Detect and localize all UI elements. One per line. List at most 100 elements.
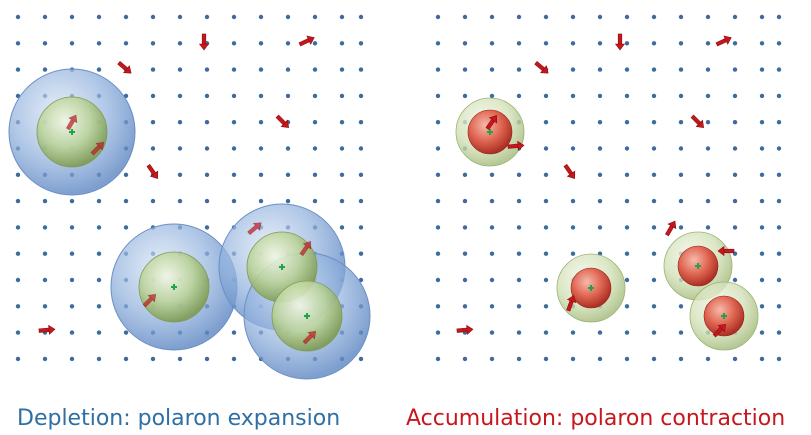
lattice-dot xyxy=(705,41,711,46)
lattice-dot xyxy=(732,67,738,72)
lattice-dot xyxy=(543,277,549,283)
lattice-dot xyxy=(624,41,630,46)
lattice-dot xyxy=(339,172,345,177)
spin-arrow xyxy=(38,324,56,335)
lattice-dot xyxy=(435,198,441,204)
lattice-dot xyxy=(705,120,711,125)
lattice-dot xyxy=(776,356,782,362)
lattice-dot xyxy=(358,251,364,256)
lattice-dot xyxy=(123,41,129,46)
lattice-dot xyxy=(96,356,102,362)
lattice-dot xyxy=(123,14,129,20)
lattice-dot xyxy=(96,251,102,256)
lattice-dot xyxy=(776,251,782,256)
lattice-dot xyxy=(776,93,782,99)
lattice-dot xyxy=(435,41,441,46)
lattice-dot xyxy=(759,41,765,46)
lattice-dot xyxy=(705,172,711,177)
spin-arrow xyxy=(146,163,159,179)
lattice-dot xyxy=(776,172,782,177)
lattice-dot xyxy=(489,225,495,230)
lattice-dot xyxy=(516,330,522,335)
lattice-dot xyxy=(435,277,441,283)
lattice-dot xyxy=(258,120,264,125)
lattice-dot xyxy=(435,120,441,125)
lattice-dot xyxy=(759,330,765,335)
lattice-dot xyxy=(15,67,21,72)
lattice-dot xyxy=(624,146,630,151)
lattice-dot xyxy=(258,93,264,99)
lattice-dot xyxy=(96,14,102,20)
lattice-dot xyxy=(96,198,102,204)
lattice-dot xyxy=(678,172,684,177)
lattice-dot xyxy=(177,41,183,46)
lattice-dot xyxy=(258,41,264,46)
lattice-dot xyxy=(705,67,711,72)
lattice-dot xyxy=(150,41,156,46)
lattice-dot xyxy=(339,41,345,46)
lattice-dot xyxy=(597,198,603,204)
lattice-dot xyxy=(732,198,738,204)
lattice-dot xyxy=(651,120,657,125)
lattice-dot xyxy=(358,356,364,362)
lattice-dot xyxy=(570,251,576,256)
lattice-dot xyxy=(258,14,264,20)
lattice-dot xyxy=(435,172,441,177)
polaron-center-mark xyxy=(69,129,75,135)
spin-arrow-in-polaron xyxy=(712,323,727,338)
lattice-dot xyxy=(285,67,291,72)
lattice-dot xyxy=(69,14,75,20)
lattice-dot xyxy=(312,198,318,204)
lattice-dot xyxy=(231,41,237,46)
lattice-dot xyxy=(312,93,318,99)
lattice-dot xyxy=(150,14,156,20)
lattice-dot xyxy=(678,225,684,230)
lattice-dot xyxy=(15,277,21,283)
lattice-dot xyxy=(42,304,48,309)
polaron-center-mark xyxy=(721,313,727,319)
lattice-dot xyxy=(489,41,495,46)
polarons xyxy=(8,68,759,380)
lattice-dot xyxy=(231,146,237,151)
lattice-dot xyxy=(776,330,782,335)
lattice-dot xyxy=(285,198,291,204)
lattice-dot xyxy=(435,251,441,256)
lattice-dot xyxy=(258,172,264,177)
lattice-dot xyxy=(651,198,657,204)
lattice-dot xyxy=(678,93,684,99)
lattice-dot xyxy=(597,172,603,177)
lattice-dot xyxy=(177,172,183,177)
polaron-center-mark xyxy=(171,284,177,290)
lattice-dot xyxy=(597,14,603,20)
lattice-dot xyxy=(570,120,576,125)
spin-arrow-in-polaron xyxy=(142,293,157,308)
lattice-dot xyxy=(15,172,21,177)
spin-arrow-in-polaron xyxy=(90,141,105,156)
lattice-dot xyxy=(705,93,711,99)
lattice-dot xyxy=(231,330,237,335)
polaron-center-mark xyxy=(279,264,285,270)
lattice-dot xyxy=(516,251,522,256)
lattice-dot xyxy=(678,14,684,20)
spin-arrow-in-polaron xyxy=(66,114,78,131)
lattice-dot xyxy=(732,41,738,46)
lattice-dot xyxy=(96,67,102,72)
lattice-dot xyxy=(42,41,48,46)
lattice-dot xyxy=(435,93,441,99)
lattice-dot xyxy=(435,304,441,309)
lattice-dot xyxy=(177,146,183,151)
lattice-dot xyxy=(732,225,738,230)
spin-arrow xyxy=(690,114,705,129)
lattice-dot xyxy=(624,172,630,177)
lattice-dot xyxy=(516,93,522,99)
lattice-dot xyxy=(96,330,102,335)
lattice-dot xyxy=(732,172,738,177)
lattice-dot xyxy=(69,198,75,204)
spin-arrow xyxy=(456,324,474,335)
lattice-dot xyxy=(150,198,156,204)
lattice-dot xyxy=(150,146,156,151)
lattice-dot xyxy=(204,198,210,204)
spin-arrow xyxy=(298,35,315,47)
spin-arrow-in-polaron xyxy=(507,140,525,151)
lattice-dot xyxy=(759,172,765,177)
